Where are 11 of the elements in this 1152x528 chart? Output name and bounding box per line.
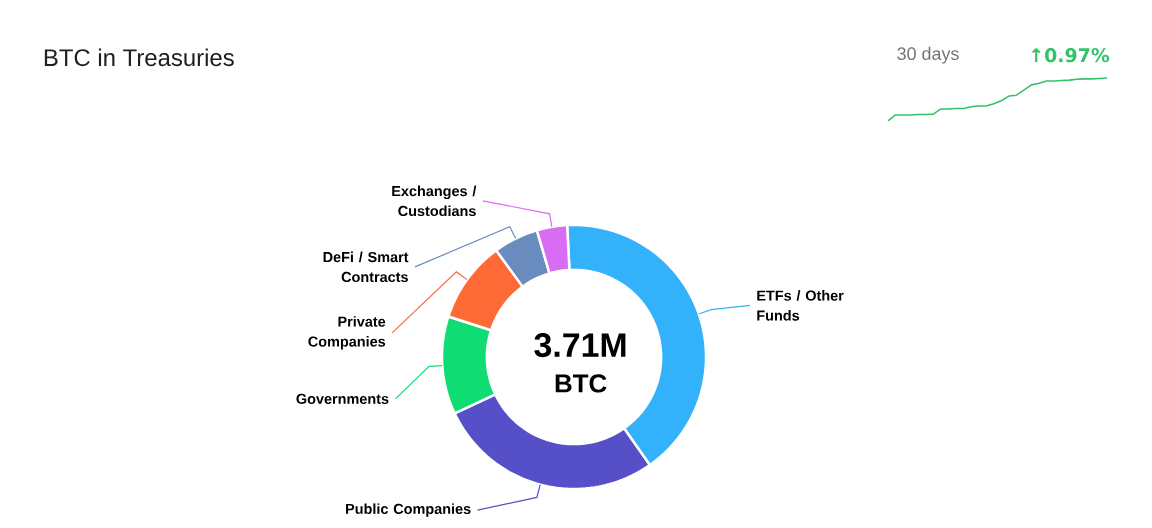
- chart-title: BTC in Treasuries: [44, 48, 234, 67]
- slice-label: Public Companies: [346, 503, 471, 517]
- text: ↑0.97%: [1031, 48, 1110, 63]
- slice-label: Exchanges / Custodians: [392, 185, 477, 217]
- slice-label: ETFs / Other Funds: [757, 290, 844, 321]
- slice-label: Governments: [296, 393, 389, 404]
- slice-label: DeFi / Smart Contracts: [323, 251, 409, 283]
- chart-title: 30 days: [897, 46, 959, 64]
- slice-label: Private Companies: [308, 316, 386, 350]
- text: BTC: [555, 374, 607, 393]
- text: 3.71M: [534, 333, 626, 358]
